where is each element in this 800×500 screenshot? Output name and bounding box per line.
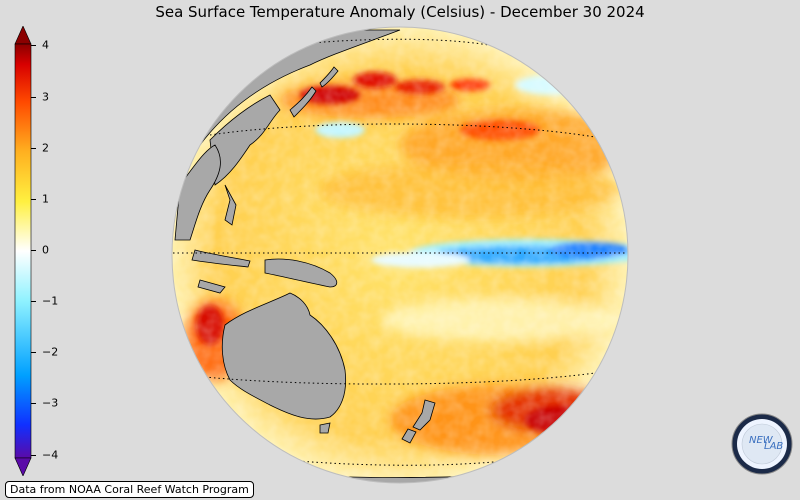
colorbar-tick-label: 3 bbox=[42, 90, 49, 104]
land-china-coast bbox=[174, 144, 221, 241]
colorbar-tick-label: −4 bbox=[42, 448, 59, 462]
colorbar-tick-label: 1 bbox=[42, 192, 49, 206]
globe-map[interactable] bbox=[170, 25, 630, 485]
logo-text-left: NEW bbox=[749, 435, 774, 446]
land-new-guinea bbox=[264, 258, 338, 288]
colorbar-max-arrow bbox=[14, 26, 32, 45]
land-borneo bbox=[191, 249, 251, 268]
logo-text-right: LAB bbox=[764, 441, 783, 452]
colorbar-tick-label: 0 bbox=[42, 243, 49, 257]
colorbar-gradient bbox=[14, 43, 32, 459]
latitude-lines bbox=[173, 38, 627, 466]
colorbar bbox=[14, 26, 32, 476]
colorbar-tick-label: −1 bbox=[42, 294, 59, 308]
map-title: Sea Surface Temperature Anomaly (Celsius… bbox=[155, 3, 645, 21]
colorbar-tick-label: −3 bbox=[42, 396, 59, 410]
nexlab-logo[interactable]: NEW LAB bbox=[731, 413, 793, 475]
data-credit: Data from NOAA Coral Reef Watch Program bbox=[5, 481, 254, 498]
land-tasmania bbox=[319, 422, 331, 434]
land-australia bbox=[221, 292, 347, 420]
land-philippines bbox=[224, 184, 237, 226]
colorbar-tick-label: −2 bbox=[42, 345, 59, 359]
colorbar-tick-label: 4 bbox=[42, 38, 49, 52]
colorbar-min-arrow bbox=[14, 457, 32, 476]
land-japan bbox=[289, 86, 317, 118]
colorbar-tick-label: 2 bbox=[42, 141, 49, 155]
land-new-zealand bbox=[412, 399, 436, 431]
